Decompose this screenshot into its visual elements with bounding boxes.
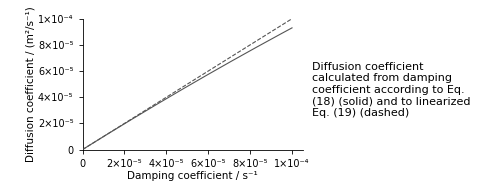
X-axis label: Damping coefficient / s⁻¹: Damping coefficient / s⁻¹	[127, 171, 258, 181]
Y-axis label: Diffusion coefficient / (m²/s⁻¹): Diffusion coefficient / (m²/s⁻¹)	[25, 6, 35, 162]
Text: Diffusion coefficient
calculated from damping
coefficient according to Eq.
(18) : Diffusion coefficient calculated from da…	[312, 62, 471, 118]
